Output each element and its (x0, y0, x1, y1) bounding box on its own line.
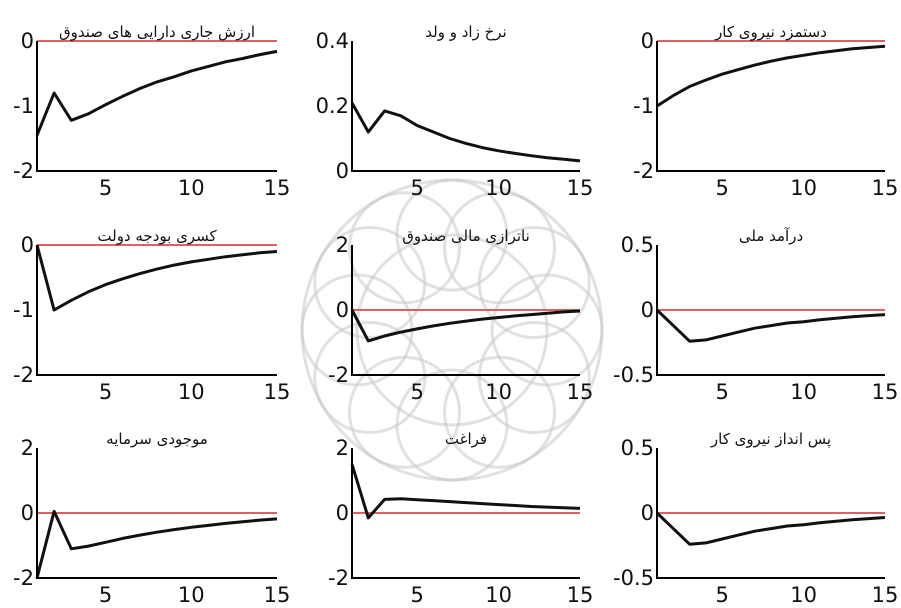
panel-title: پس انداز نیروی کار (710, 430, 831, 449)
response-line (657, 310, 885, 341)
y-tick-label: 0 (336, 298, 349, 322)
x-tick-label: 10 (485, 176, 512, 200)
y-tick-label: 0 (336, 501, 349, 525)
y-tick-label: -1 (13, 298, 34, 322)
x-tick-label: 10 (178, 176, 205, 200)
panel-title: ناترازی مالی صندوق (402, 227, 530, 245)
x-tick-label: 5 (99, 380, 112, 404)
x-tick-label: 10 (485, 583, 512, 607)
x-tick-label: 5 (410, 583, 423, 607)
x-tick-label: 10 (178, 380, 205, 404)
y-tick-label: -2 (328, 566, 349, 590)
response-line (37, 51, 277, 135)
x-tick-label: 15 (264, 583, 291, 607)
axes-frame (37, 41, 277, 171)
y-tick-label: -0.5 (613, 566, 654, 590)
panel-9: 0.5 0 -0.5 5 10 15 پس انداز نیروی کار (613, 430, 898, 607)
panel-7: 2 0 -2 5 10 15 موجودی سرمایه (13, 430, 290, 607)
x-tick-label: 5 (99, 583, 112, 607)
x-tick-label: 5 (99, 176, 112, 200)
y-tick-label: -2 (328, 363, 349, 387)
response-line (37, 511, 277, 578)
x-tick-label: 10 (178, 583, 205, 607)
y-tick-label: 0 (21, 233, 34, 257)
x-tick-label: 15 (264, 380, 291, 404)
y-tick-label: 0 (336, 159, 349, 183)
y-tick-label: -2 (13, 159, 34, 183)
panel-title: درآمد ملی (739, 227, 803, 245)
panel-8: 2 0 -2 5 10 15 فراغت (328, 430, 593, 607)
y-tick-label: -2 (13, 363, 34, 387)
panel-title: ارزش جاری دارایی های صندوق (59, 23, 255, 41)
y-tick-label: 0 (641, 29, 654, 53)
y-tick-label: 0.4 (316, 29, 349, 53)
y-tick-label: -2 (13, 566, 34, 590)
y-tick-label: 0 (21, 501, 34, 525)
x-tick-label: 10 (790, 380, 817, 404)
x-tick-label: 5 (715, 583, 728, 607)
axes-frame (352, 41, 580, 171)
panel-3: 0 -1 -2 5 10 15 دستمزد نیروی کار (633, 23, 898, 200)
x-tick-label: 15 (567, 176, 594, 200)
x-tick-label: 15 (264, 176, 291, 200)
y-tick-label: -0.5 (613, 363, 654, 387)
response-line (352, 103, 580, 161)
x-tick-label: 5 (715, 380, 728, 404)
x-tick-label: 15 (567, 380, 594, 404)
axes-frame (37, 245, 277, 375)
panel-1: 0 -1 -2 5 10 15 ارزش جاری دارایی های صندوق (13, 23, 290, 200)
y-tick-label: 0 (21, 29, 34, 53)
response-line (657, 513, 885, 544)
panel-6: 0.5 0 -0.5 5 10 15 درآمد ملی (613, 227, 898, 404)
panel-title: موجودی سرمایه (106, 430, 208, 448)
y-tick-label: 0.5 (621, 233, 654, 257)
x-tick-label: 15 (567, 583, 594, 607)
x-tick-label: 5 (410, 380, 423, 404)
response-line (352, 464, 580, 518)
panel-4: 0 -1 -2 5 10 15 کسری بودجه دولت (13, 227, 290, 404)
y-tick-label: -1 (13, 94, 34, 118)
x-tick-label: 15 (872, 583, 899, 607)
x-tick-label: 15 (872, 380, 899, 404)
response-line (37, 245, 277, 310)
y-tick-label: 0.2 (316, 94, 349, 118)
x-tick-label: 10 (790, 583, 817, 607)
panel-2: 0.4 0.2 0 5 10 15 نرخ زاد و ولد (316, 23, 594, 200)
y-tick-label: 2 (336, 436, 349, 460)
y-tick-label: -2 (633, 159, 654, 183)
y-tick-label: 0 (641, 298, 654, 322)
response-line (657, 46, 885, 106)
y-tick-label: 2 (21, 436, 34, 460)
x-tick-label: 15 (872, 176, 899, 200)
x-tick-label: 10 (790, 176, 817, 200)
watermark-inner-ring (357, 235, 547, 425)
y-tick-label: 0.5 (621, 436, 654, 460)
panel-title: فراغت (445, 430, 487, 448)
x-tick-label: 5 (715, 176, 728, 200)
x-tick-label: 10 (485, 380, 512, 404)
x-tick-label: 5 (410, 176, 423, 200)
panel-title: کسری بودجه دولت (97, 227, 217, 245)
y-tick-label: -1 (633, 94, 654, 118)
y-tick-label: 2 (336, 233, 349, 257)
panel-title: دستمزد نیروی کار (714, 23, 827, 41)
panel-title: نرخ زاد و ولد (425, 23, 506, 41)
y-tick-label: 0 (641, 501, 654, 525)
